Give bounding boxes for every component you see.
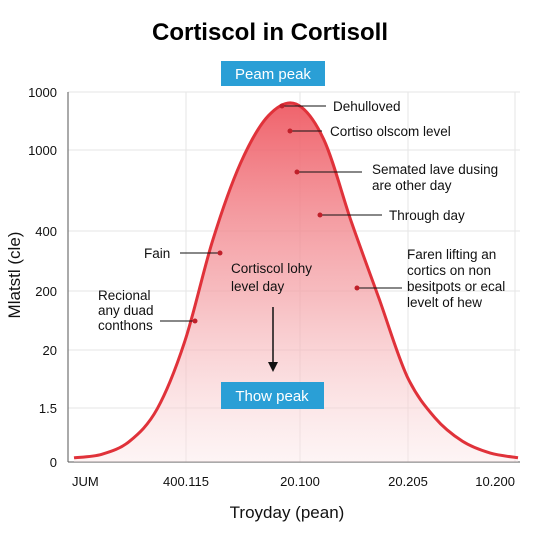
curve-area	[74, 102, 518, 462]
svg-text:conthons: conthons	[98, 318, 153, 333]
annotation-recional: Recional any duad conthons	[98, 288, 198, 333]
annotation-fain: Fain	[144, 246, 223, 261]
annotation-semated: Semated lave dusing are other day	[294, 162, 498, 193]
down-arrow-icon	[268, 307, 278, 372]
svg-text:Fain: Fain	[144, 246, 170, 261]
x-axis-label: Troyday (pean)	[230, 503, 345, 522]
x-tick-label: 10.200	[475, 474, 515, 489]
y-tick-label: 20	[43, 343, 57, 358]
y-axis-ticks: 0 1.5 20 200 400 1000 1000	[28, 85, 57, 470]
svg-text:Recional: Recional	[98, 288, 151, 303]
svg-text:Faren lifting an: Faren lifting an	[407, 247, 496, 262]
peak-badge-box	[221, 61, 325, 86]
y-tick-label: 400	[35, 224, 57, 239]
x-tick-label: 20.205	[388, 474, 428, 489]
low-badge-label: Thow peak	[235, 388, 309, 405]
svg-text:besitpots or ecal: besitpots or ecal	[407, 279, 505, 294]
svg-text:are other day: are other day	[372, 178, 452, 193]
svg-text:Semated lave dusing: Semated lave dusing	[372, 162, 498, 177]
svg-text:Dehulloved: Dehulloved	[333, 99, 401, 114]
low-badge-box	[221, 382, 324, 409]
center-text-line-1: Cortiscol lohy	[231, 261, 312, 276]
y-axis-label: Mlatstl (cle)	[5, 232, 24, 319]
x-tick-label: JUM	[72, 474, 99, 489]
svg-text:levelt of hew: levelt of hew	[407, 295, 482, 310]
svg-text:any duad: any duad	[98, 303, 154, 318]
y-tick-label: 1000	[28, 143, 57, 158]
y-tick-label: 1000	[28, 85, 57, 100]
peak-badge: Peam peak	[221, 61, 325, 86]
peak-badge-label: Peam peak	[235, 66, 311, 83]
annotation-faren-lifting: Faren lifting an cortics on non besitpot…	[354, 247, 505, 310]
x-tick-label: 20.100	[280, 474, 320, 489]
svg-text:cortics on non: cortics on non	[407, 263, 491, 278]
svg-text:Cortiso olscom level: Cortiso olscom level	[330, 124, 451, 139]
y-tick-label: 1.5	[39, 401, 57, 416]
y-tick-label: 0	[50, 455, 57, 470]
annotation-through-day: Through day	[317, 208, 465, 223]
x-axis-ticks: JUM 400.115 20.100 20.205 10.200	[72, 474, 515, 489]
low-badge: Thow peak	[221, 382, 324, 409]
x-tick-label: 400.115	[163, 474, 209, 489]
curve-line	[73, 101, 519, 460]
chart-title: Cortiscol in Cortisoll	[152, 19, 388, 46]
annotation-dehulloved: Dehulloved	[279, 99, 401, 114]
svg-text:Through day: Through day	[389, 208, 465, 223]
annotation-cortiso-level: Cortiso olscom level	[287, 124, 451, 139]
y-tick-label: 200	[35, 284, 57, 299]
center-text-line-2: level day	[231, 279, 285, 294]
